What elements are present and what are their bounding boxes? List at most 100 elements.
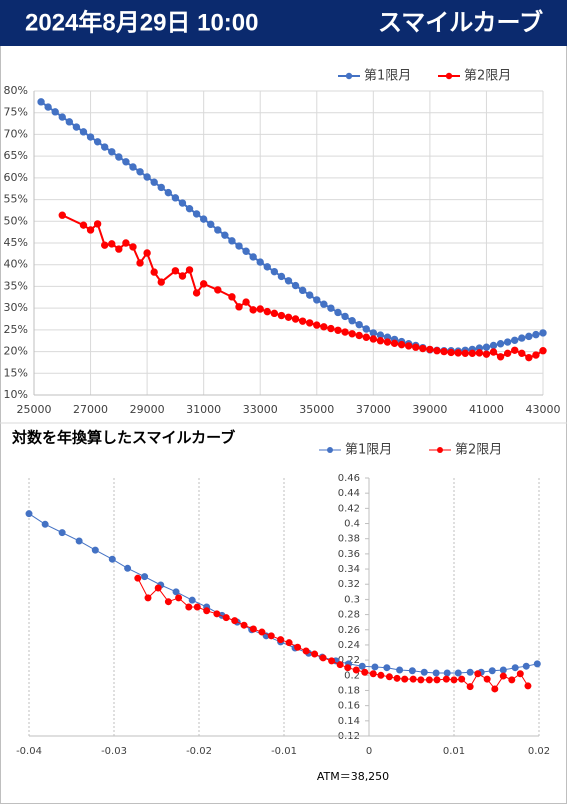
point <box>496 340 505 348</box>
point <box>352 666 360 674</box>
point <box>44 103 52 111</box>
point <box>377 671 385 679</box>
point <box>358 662 366 670</box>
point <box>199 215 208 223</box>
point <box>420 668 428 676</box>
point <box>508 676 516 684</box>
point <box>376 337 385 345</box>
legend-marker <box>345 72 353 80</box>
point <box>51 108 59 116</box>
point <box>525 353 533 362</box>
point <box>291 281 300 290</box>
point <box>172 588 180 596</box>
point <box>75 537 83 545</box>
x-tick-label: -0.03 <box>101 746 127 757</box>
legend-marker <box>445 72 453 80</box>
y-tick-label: 0.16 <box>338 701 360 712</box>
y-tick-label: 0.32 <box>338 579 360 590</box>
point <box>483 675 491 683</box>
point <box>432 669 440 677</box>
point <box>401 675 409 683</box>
point <box>390 339 399 348</box>
point <box>193 603 201 611</box>
point <box>489 341 498 350</box>
point <box>412 343 420 351</box>
point <box>383 338 392 346</box>
point <box>178 272 187 280</box>
annotation: ATM＝38,250 <box>317 770 389 783</box>
point <box>385 673 393 681</box>
y-tick-label: 25% <box>4 323 28 336</box>
point <box>454 669 462 677</box>
point <box>348 317 356 325</box>
point <box>129 163 137 171</box>
point <box>533 660 541 668</box>
x-tick-label: -0.04 <box>16 746 42 757</box>
point <box>539 347 547 355</box>
x-tick-label: 27000 <box>73 403 108 416</box>
y-tick-label: 0.28 <box>338 610 360 621</box>
point <box>100 241 109 249</box>
y-tick-label: 60% <box>4 171 28 184</box>
point <box>466 683 474 691</box>
point <box>249 253 257 261</box>
y-tick-label: 0.46 <box>338 473 360 484</box>
x-tick-label: 35000 <box>299 403 334 416</box>
y-tick-label: 55% <box>4 193 28 206</box>
x-tick-label: 33000 <box>243 403 278 416</box>
point <box>468 349 477 358</box>
point <box>355 331 363 340</box>
point <box>154 584 162 592</box>
point <box>298 317 307 325</box>
point <box>199 280 208 288</box>
point <box>277 636 285 644</box>
y-tick-label: 0.44 <box>338 488 360 499</box>
point <box>341 328 349 336</box>
point <box>334 326 342 334</box>
point <box>270 267 279 276</box>
point <box>277 311 286 320</box>
point <box>25 510 33 518</box>
x-tick-label: 31000 <box>186 403 221 416</box>
point <box>235 303 243 311</box>
point <box>511 336 519 344</box>
point <box>313 321 321 329</box>
point <box>518 334 526 342</box>
point <box>141 573 149 581</box>
point <box>525 332 533 341</box>
point <box>188 596 196 604</box>
point <box>285 639 293 647</box>
y-tick-label: 0.4 <box>344 519 360 530</box>
point <box>302 647 310 655</box>
y-tick-label: 0.42 <box>338 503 360 514</box>
point <box>65 118 74 126</box>
point <box>503 349 512 358</box>
y-tick-label: 50% <box>4 214 28 227</box>
legend-marker <box>327 447 333 453</box>
point <box>475 349 484 357</box>
point <box>393 674 401 682</box>
point <box>267 632 275 640</box>
point <box>115 245 123 253</box>
point <box>37 98 45 106</box>
point <box>222 614 230 622</box>
point <box>93 138 102 146</box>
point <box>58 113 66 121</box>
point <box>136 259 144 267</box>
point <box>207 220 215 229</box>
point <box>539 329 547 337</box>
point <box>511 346 519 354</box>
point <box>157 183 165 192</box>
point <box>93 220 102 228</box>
point <box>306 319 314 327</box>
point <box>171 267 180 275</box>
point <box>185 204 194 213</box>
point <box>426 345 434 354</box>
point <box>124 564 132 572</box>
point <box>419 344 427 353</box>
y-tick-label: 10% <box>4 388 28 401</box>
point <box>58 529 66 537</box>
point <box>503 338 512 346</box>
point <box>491 685 499 693</box>
point <box>319 654 327 662</box>
